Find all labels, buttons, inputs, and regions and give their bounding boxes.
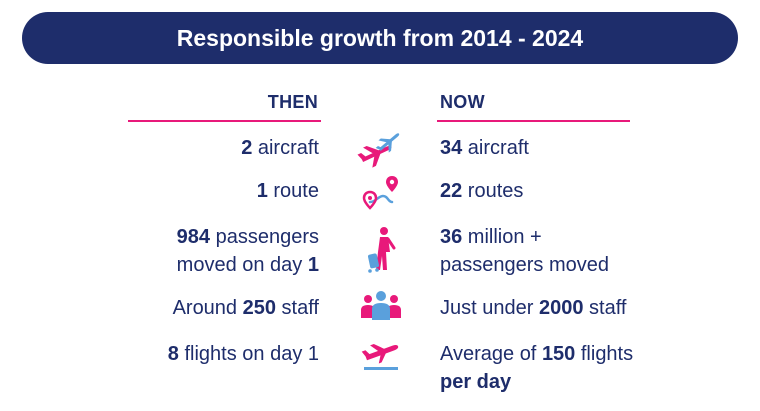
then-staff: Around 250 staff <box>172 297 319 319</box>
now-divider <box>437 120 630 122</box>
now-aircraft: 34 aircraft <box>440 137 529 159</box>
then-heading: THEN <box>267 92 318 112</box>
now-staff: Just under 2000 staff <box>440 297 627 319</box>
then-aircraft: 2 aircraft <box>241 137 319 159</box>
then-routes: 1 route <box>256 180 319 202</box>
takeoff-icon <box>356 334 406 374</box>
then-divider <box>128 120 321 122</box>
planes-icon <box>356 128 406 168</box>
now-passengers: 36 million + passengers moved <box>440 226 609 276</box>
page-title: Responsible growth from 2014 - 2024 <box>176 24 584 51</box>
route-icon <box>356 172 406 212</box>
traveller-icon <box>356 226 406 274</box>
now-heading: NOW <box>440 92 485 112</box>
then-passengers: 984 passengers moved on day 1 <box>176 226 319 276</box>
now-flights: Average of 150 flights per day <box>440 343 634 393</box>
then-flights: 8 flights on day 1 <box>167 343 319 365</box>
title-banner: Responsible growth from 2014 - 2024 <box>22 12 738 64</box>
now-routes: 22 routes <box>440 180 524 202</box>
staff-icon <box>356 288 406 328</box>
